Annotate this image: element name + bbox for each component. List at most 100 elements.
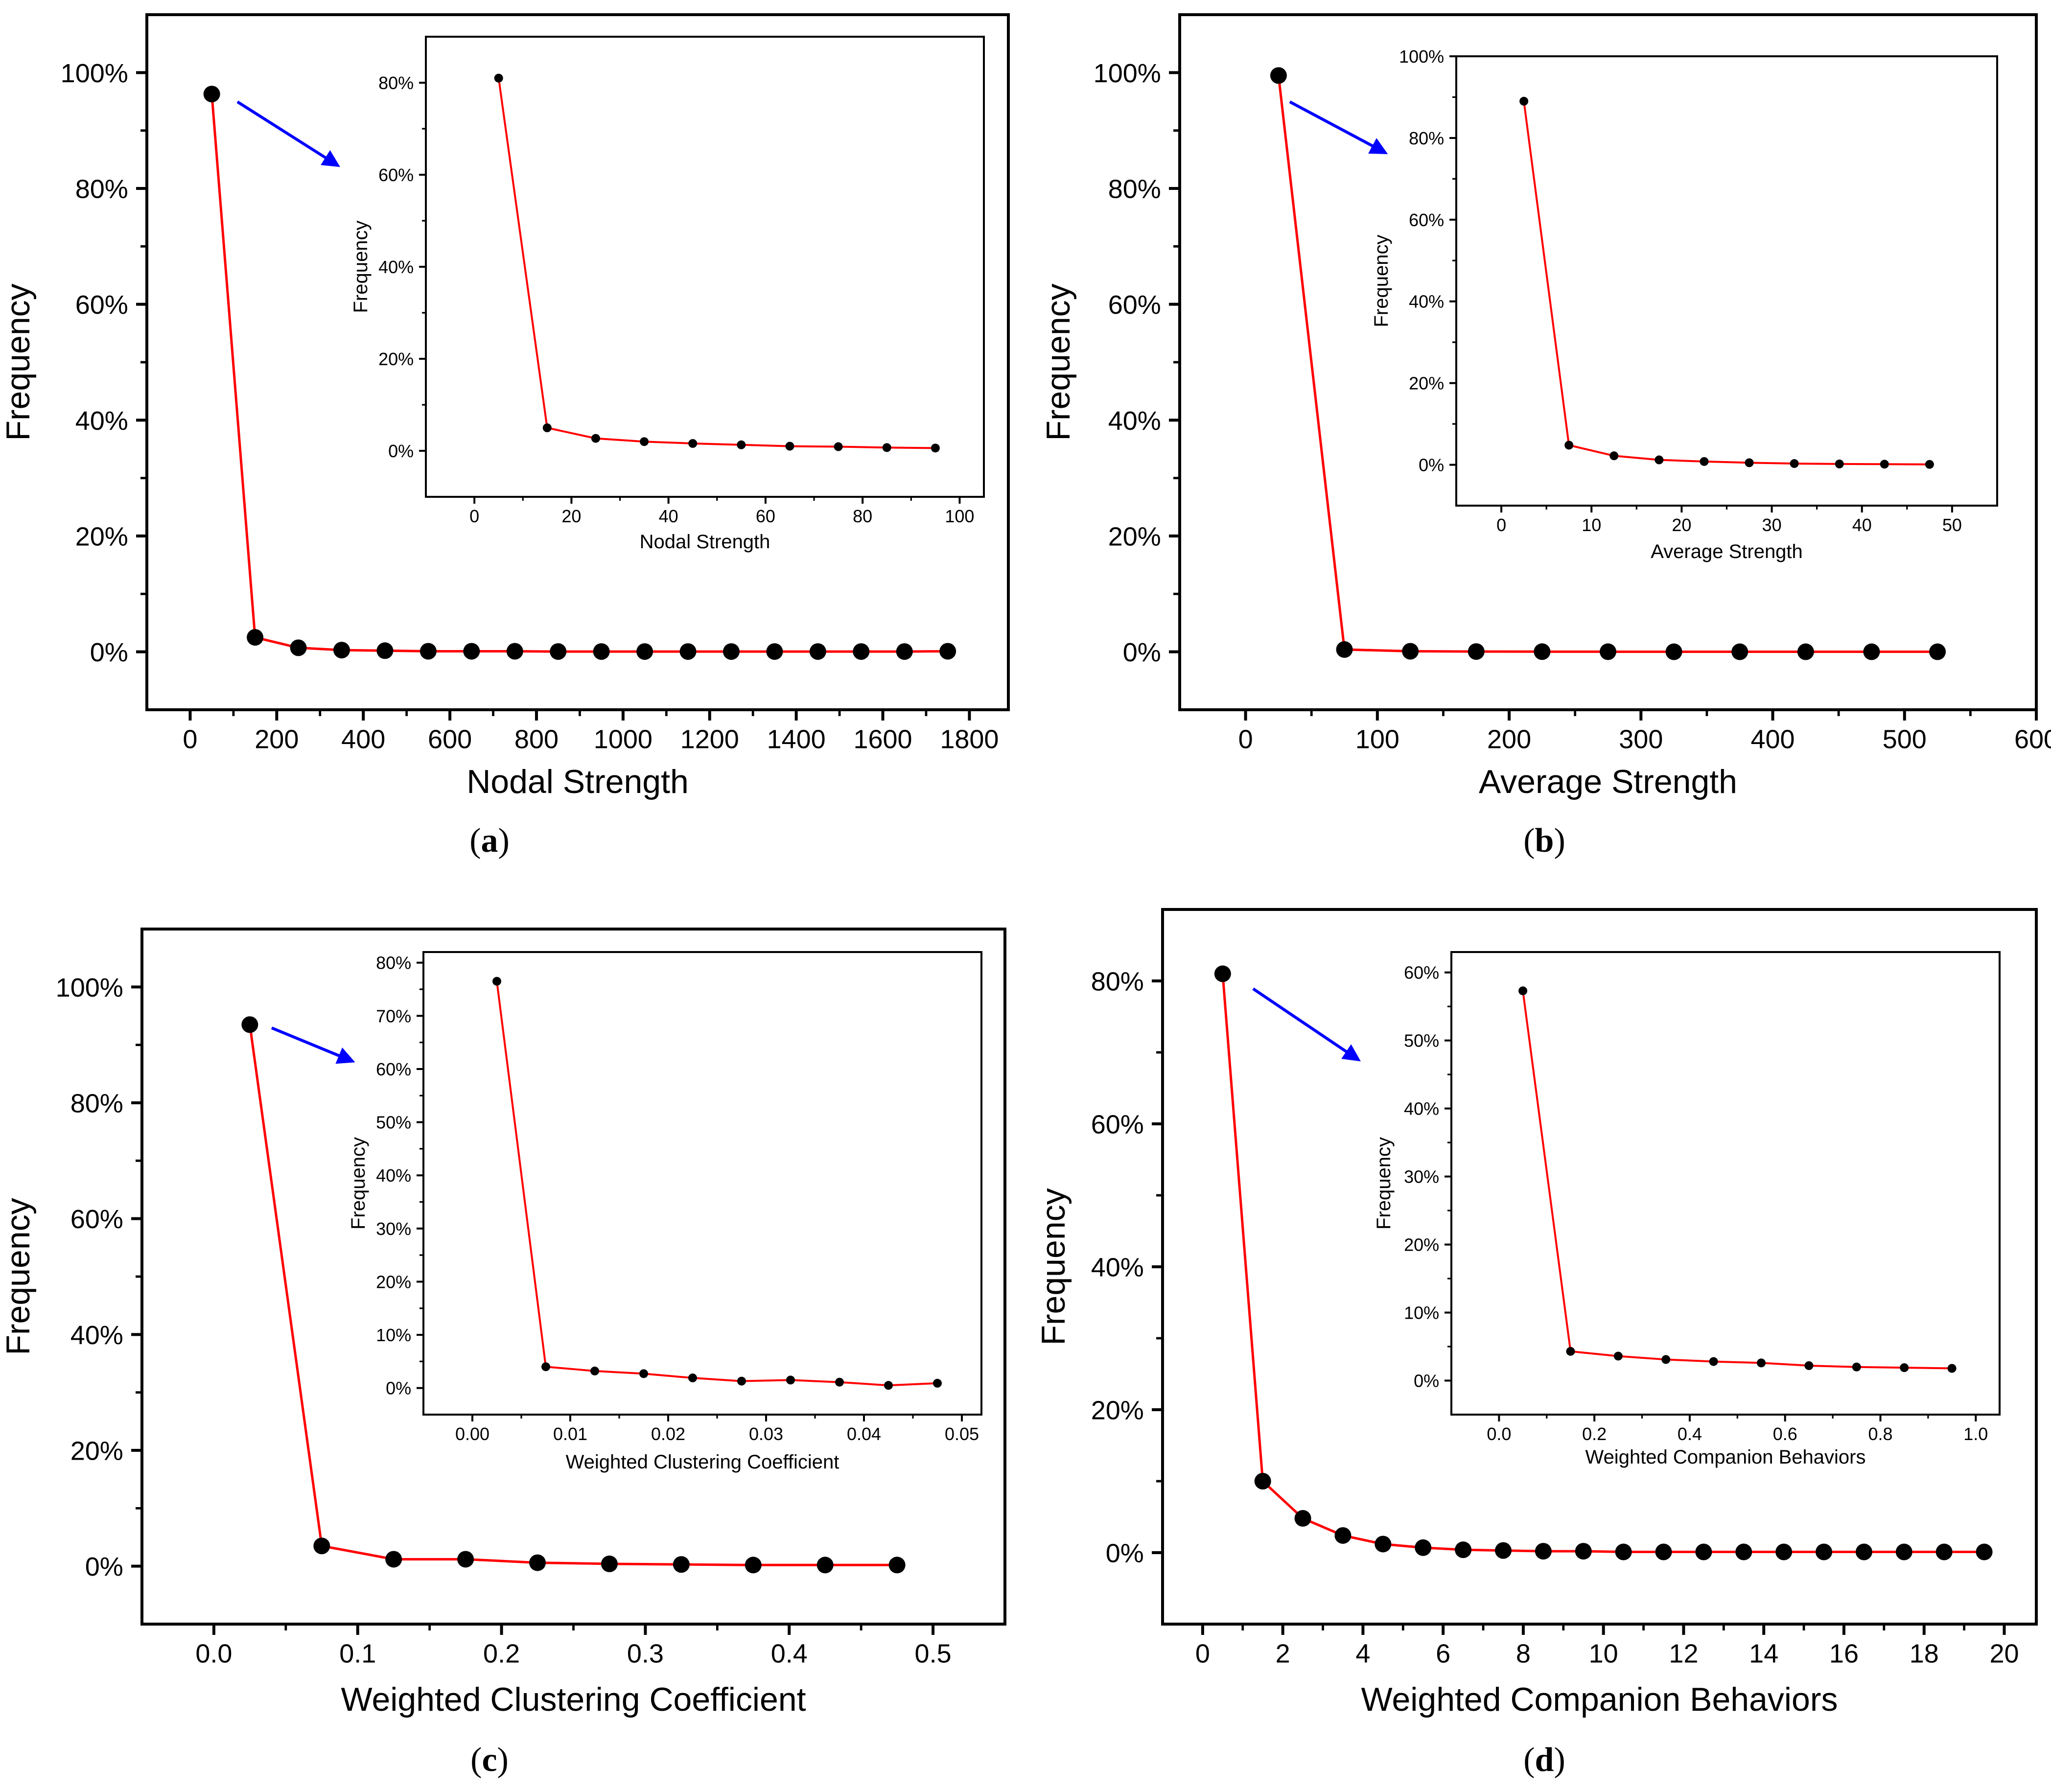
x-tick-label: 800 <box>514 725 559 754</box>
caption-close-paren: ) <box>1554 1741 1565 1779</box>
y-tick-label: 80% <box>75 174 128 204</box>
y-tick-label: 40% <box>1108 406 1161 436</box>
inset-x-axis-title: Weighted Companion Behaviors <box>1585 1446 1866 1468</box>
data-point <box>457 1551 474 1568</box>
inset-x-tick-label: 1.0 <box>1963 1424 1988 1444</box>
data-point <box>1334 1527 1352 1544</box>
inset-y-axis-title: Frequency <box>348 1137 369 1230</box>
inset-data-point <box>591 434 600 443</box>
inset-plot-frame <box>422 951 982 1416</box>
inset-data-point <box>688 439 698 448</box>
x-tick-label: 500 <box>1883 725 1927 754</box>
inset-x-axis-title: Nodal Strength <box>640 531 770 553</box>
inset-x-tick-label: 0.0 <box>1487 1424 1511 1444</box>
zoom-arrow <box>1289 100 1388 154</box>
data-point <box>290 639 307 656</box>
inset-y-tick-label: 40% <box>378 257 414 277</box>
y-tick-label: 60% <box>75 290 128 320</box>
data-point <box>1797 643 1814 660</box>
inset-y-tick-label: 30% <box>376 1219 411 1239</box>
inset-y-axis-title: Frequency <box>1373 1137 1395 1230</box>
data-point <box>673 1556 690 1573</box>
x-tick-label: 200 <box>255 725 299 754</box>
x-tick-label: 600 <box>428 725 472 754</box>
data-point <box>1455 1541 1472 1559</box>
x-tick-label: 300 <box>1619 725 1663 754</box>
data-point <box>506 643 523 660</box>
data-point <box>939 643 956 660</box>
inset-data-point <box>1745 458 1754 467</box>
inset-data-point <box>1613 1351 1623 1361</box>
inset-y-tick-label: 60% <box>378 165 414 185</box>
inset-x-tick-label: 20 <box>1672 515 1691 535</box>
x-tick-label: 0 <box>1238 725 1253 754</box>
x-tick-label: 0 <box>1195 1639 1210 1669</box>
y-tick-label: 0% <box>1106 1538 1144 1568</box>
data-point <box>1735 1543 1752 1560</box>
inset-data-point <box>835 1377 844 1387</box>
inset-data-point <box>1609 451 1619 461</box>
inset-data-point <box>1566 1347 1575 1356</box>
y-tick-label: 0% <box>1123 638 1161 667</box>
inset-x-tick-label: 0.6 <box>1773 1424 1797 1444</box>
data-point <box>601 1555 618 1572</box>
y-tick-label: 20% <box>75 522 128 551</box>
inset-y-axis-title: Frequency <box>350 221 372 313</box>
inset-y-tick-label: 40% <box>1404 1099 1439 1119</box>
data-point <box>1929 643 1946 660</box>
inset-y-tick-label: 70% <box>376 1006 411 1026</box>
inset-x-tick-label: 0 <box>469 506 479 526</box>
y-tick-label: 100% <box>61 59 128 88</box>
inset-x-tick-label: 30 <box>1762 515 1782 535</box>
x-tick-label: 1600 <box>853 725 912 754</box>
inset-y-tick-label: 50% <box>1404 1031 1439 1051</box>
data-point <box>1534 643 1551 660</box>
y-tick-label: 100% <box>56 973 123 1002</box>
y-tick-label: 0% <box>85 1552 123 1582</box>
data-point <box>1816 1543 1833 1560</box>
data-point <box>333 642 350 659</box>
y-tick-label: 60% <box>1091 1110 1144 1139</box>
inset-data-point <box>785 442 794 451</box>
caption-open-paren: ( <box>469 822 481 860</box>
inset-data-point <box>590 1366 599 1375</box>
inset-x-tick-label: 40 <box>659 506 678 526</box>
panel-caption: (c) <box>470 1741 509 1779</box>
inset-y-tick-label: 0% <box>1414 1371 1439 1391</box>
inset-chart: 0 20 40 60 80 100 0% 20% 40% 60% 80% Nodal Strength… <box>350 36 985 553</box>
inset-y-tick-label: 10% <box>376 1325 411 1345</box>
x-tick-label: 6 <box>1436 1639 1450 1669</box>
inset-data-point <box>542 423 552 432</box>
inset-x-tick-label: 0.04 <box>847 1424 881 1444</box>
data-point <box>1895 1543 1912 1560</box>
inset-y-tick-label: 20% <box>1404 1235 1439 1255</box>
data-point <box>809 643 826 660</box>
data-point <box>376 642 394 659</box>
inset-y-tick-label: 80% <box>378 73 414 93</box>
caption-open-paren: ( <box>470 1741 482 1779</box>
inset-plot-frame <box>1450 951 2001 1416</box>
y-tick-label: 80% <box>1108 174 1161 204</box>
x-tick-label: 1000 <box>594 725 653 754</box>
data-point <box>816 1557 834 1574</box>
data-point <box>1615 1543 1632 1560</box>
caption-close-paren: ) <box>498 822 510 860</box>
data-point <box>1468 643 1485 660</box>
inset-x-tick-label: 0 <box>1496 515 1506 535</box>
inset-x-tick-label: 0.00 <box>455 1424 489 1444</box>
inset-series-line <box>496 981 938 1387</box>
panel-d: 0 2 4 6 8 10 12 14 16 18 20 0% 20% 40% 60% 80% Weighted … <box>1035 908 2038 1779</box>
y-tick-label: 40% <box>75 406 128 436</box>
data-point <box>1415 1539 1432 1556</box>
inset-data-point <box>884 1381 893 1390</box>
inset-data-point <box>1947 1364 1957 1373</box>
panel-a: 0 200 400 600 800 1000 1200 1400 1600 18000%20%40… <box>0 13 1010 860</box>
y-tick-label: 20% <box>70 1436 123 1466</box>
x-axis-title: Nodal Strength <box>466 763 689 800</box>
y-tick-label: 100% <box>1094 59 1161 88</box>
inset-chart: 0.00 0.01 0.02 0.03 0.04 0.05 0% 10% 20% 30% 40% 50… <box>348 951 982 1473</box>
y-axis-title: Frequency <box>1035 1188 1072 1345</box>
inset-x-tick-label: 0.02 <box>651 1424 685 1444</box>
inset-x-tick-label: 0.03 <box>749 1424 783 1444</box>
